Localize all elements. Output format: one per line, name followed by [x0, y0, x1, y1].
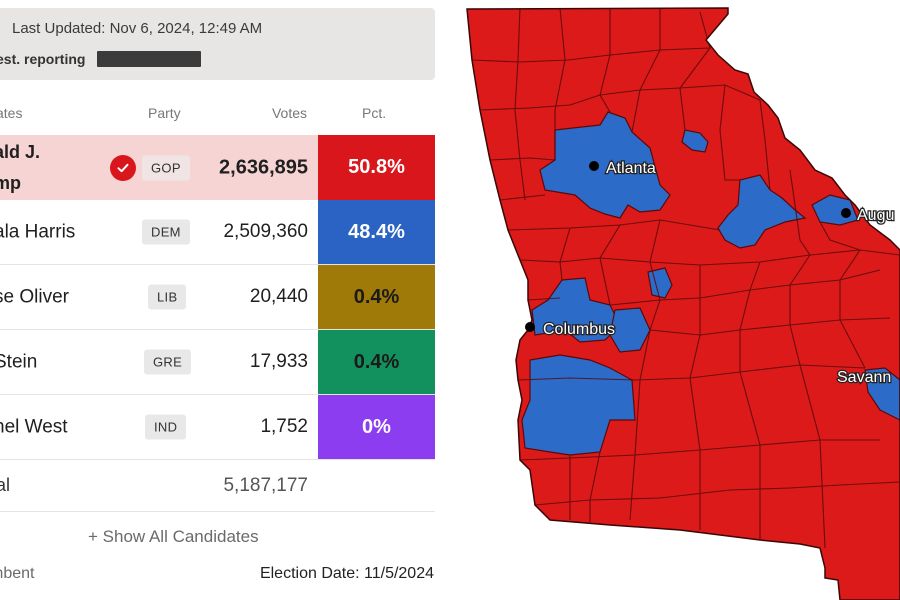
election-date: Election Date: 11/5/2024 [259, 565, 434, 582]
party-badge: DEM [142, 219, 190, 245]
total-row: al 5,187,177 [0, 460, 435, 512]
vote-count: 2,509,360 [223, 221, 308, 242]
show-all-candidates-button[interactable]: + Show All Candidates [88, 527, 259, 546]
city-savannah: Savann [836, 368, 893, 388]
vote-count: 1,752 [260, 416, 308, 437]
party-badge: LIB [148, 284, 187, 310]
state-outline [466, 7, 900, 600]
city-marker-icon [841, 208, 851, 218]
total-votes: 5,187,177 [223, 475, 308, 496]
city-marker-icon [589, 161, 599, 171]
table-row: ala Harris DEM 2,509,360 48.4% [0, 200, 435, 265]
candidate-name-line2: mp [0, 172, 21, 193]
party-badge: IND [145, 414, 187, 440]
city-augusta: Augu [841, 206, 896, 225]
pct-cell: 0% [318, 395, 435, 459]
vote-count: 2,636,895 [219, 156, 308, 178]
total-label: al [0, 475, 11, 495]
candidate-name: se Oliver [0, 286, 69, 308]
city-label: Savann [837, 369, 891, 386]
results-table: ates Party Votes Pct. ald J. mp GOP 2,63… [0, 95, 435, 512]
results-panel: Last Updated: Nov 6, 2024, 12:49 AM est.… [0, 0, 440, 600]
pct-cell: 50.8% [318, 135, 435, 200]
reporting-label: est. reporting [0, 51, 86, 67]
column-header-party: Party [148, 105, 181, 121]
reporting-progress-bar [97, 51, 202, 67]
candidate-name: ald J. mp [0, 137, 40, 199]
update-status-box: Last Updated: Nov 6, 2024, 12:49 AM est.… [0, 8, 435, 80]
city-atlanta: Atlanta [589, 159, 657, 178]
party-badge: GOP [142, 155, 190, 180]
county-regions [467, 8, 900, 600]
city-label: Atlanta [606, 160, 656, 177]
incumbent-legend: mbent [0, 565, 35, 582]
candidate-name: ala Harris [0, 221, 76, 243]
winner-check-icon [110, 154, 136, 181]
reporting-status: est. reporting [0, 51, 202, 67]
column-header-candidates: ates [0, 105, 23, 121]
candidate-name: hel West [0, 416, 68, 438]
georgia-county-map: Atlanta Augu Columbus Savann [460, 0, 900, 600]
candidate-name: Stein [0, 351, 38, 373]
party-badge: GRE [144, 349, 192, 375]
table-row: hel West IND 1,752 0% [0, 395, 435, 460]
county-borders [471, 8, 900, 549]
table-row: ald J. mp GOP 2,636,895 50.8% [0, 135, 435, 200]
pct-cell: 0.4% [318, 265, 435, 329]
city-columbus: Columbus [525, 320, 616, 339]
vote-count: 17,933 [249, 351, 308, 372]
vote-count: 20,440 [249, 286, 308, 307]
city-marker-icon [525, 322, 535, 332]
table-row: Stein GRE 17,933 0.4% [0, 330, 435, 395]
table-row: se Oliver LIB 20,440 0.4% [0, 265, 435, 330]
city-label: Columbus [543, 321, 615, 338]
last-updated-text: Last Updated: Nov 6, 2024, 12:49 AM [12, 20, 263, 37]
table-header: ates Party Votes Pct. [0, 95, 435, 135]
city-label: Augu [857, 207, 894, 224]
pct-cell: 0.4% [318, 330, 435, 394]
column-header-votes: Votes [271, 105, 307, 121]
column-header-pct: Pct. [362, 105, 387, 121]
candidate-name-line1: ald J. [0, 141, 41, 162]
pct-cell: 48.4% [318, 200, 435, 264]
